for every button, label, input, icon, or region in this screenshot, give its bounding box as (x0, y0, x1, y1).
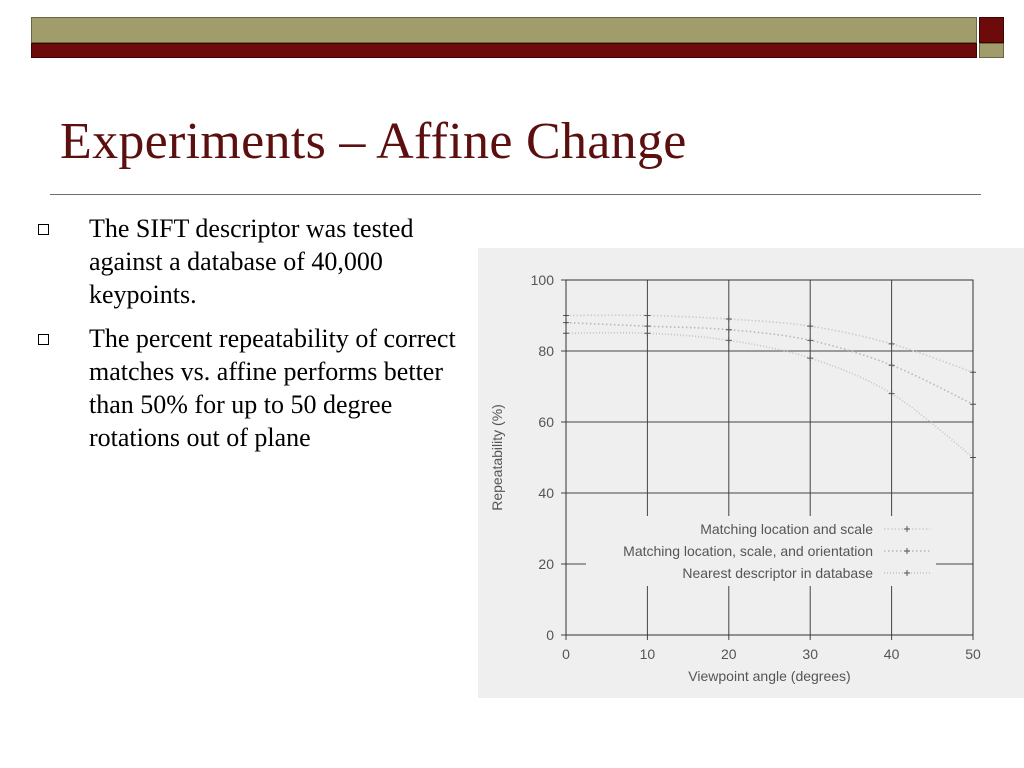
series-line-1 (565, 321, 974, 405)
title-divider (50, 194, 981, 195)
slide-title: Experiments – Affine Change (60, 113, 687, 170)
legend-marker-0 (904, 526, 910, 532)
chart-svg: 0 20 40 60 80 100 0 10 20 30 40 50 Viewpoint angle … (489, 272, 981, 684)
square-bullet-icon (38, 334, 49, 345)
data-point-1 (644, 323, 651, 330)
y-tick-label: 40 (538, 485, 554, 501)
data-point-0 (644, 312, 651, 319)
bullet-item: The percent repeatability of correct mat… (38, 322, 478, 454)
legend-background (586, 516, 936, 586)
y-tick-label: 80 (538, 343, 554, 359)
data-point-0 (807, 323, 814, 330)
series-line-0 (565, 314, 974, 374)
header-bar-maroon (31, 43, 977, 58)
header-square-maroon (979, 17, 1004, 43)
bullet-list: The SIFT descriptor was tested against a… (38, 212, 478, 465)
legend-entry-location-scale-orientation: Matching location, scale, and orientatio… (623, 543, 873, 559)
data-point-1 (725, 326, 732, 333)
header-bar-olive (31, 17, 977, 43)
x-axis-label: Viewpoint angle (degrees) (688, 668, 850, 684)
legend: Matching location and scale Matching loc… (586, 516, 936, 586)
legend-marker-1 (904, 548, 910, 554)
data-point-2 (807, 355, 814, 362)
x-tick-label: 20 (721, 646, 737, 662)
data-point-1 (807, 337, 814, 344)
x-tick-label: 0 (562, 646, 570, 662)
x-tick-label: 30 (802, 646, 818, 662)
data-point-2 (725, 337, 732, 344)
y-tick-label: 60 (538, 414, 554, 430)
series-lines (563, 312, 976, 461)
data-point-2 (644, 330, 651, 337)
y-tick-label: 100 (531, 272, 555, 288)
plot-frame (565, 279, 974, 636)
x-tick-label: 50 (965, 646, 981, 662)
square-bullet-icon (38, 224, 49, 235)
legend-entry-nearest-descriptor: Nearest descriptor in database (682, 565, 873, 581)
header-square-olive (979, 43, 1004, 58)
tick-labels: 0 20 40 60 80 100 0 10 20 30 40 50 (531, 272, 981, 662)
bullet-text: The percent repeatability of correct mat… (89, 324, 456, 452)
y-tick-label: 20 (538, 556, 554, 572)
repeatability-chart: 0 20 40 60 80 100 0 10 20 30 40 50 Viewpoint angle … (478, 248, 1024, 698)
top-decoration (0, 0, 1024, 62)
data-point-0 (888, 340, 895, 347)
x-tick-label: 40 (884, 646, 900, 662)
bullet-text: The SIFT descriptor was tested against a… (89, 214, 414, 309)
legend-marker-2 (904, 570, 910, 576)
y-axis-label: Repeatability (%) (489, 404, 505, 511)
data-point-2 (888, 390, 895, 397)
data-point-0 (725, 316, 732, 323)
y-tick-label: 0 (546, 627, 554, 643)
bullet-item: The SIFT descriptor was tested against a… (38, 212, 478, 311)
legend-entry-location-scale: Matching location and scale (700, 521, 873, 537)
data-point-1 (888, 362, 895, 369)
x-tick-label: 10 (640, 646, 656, 662)
